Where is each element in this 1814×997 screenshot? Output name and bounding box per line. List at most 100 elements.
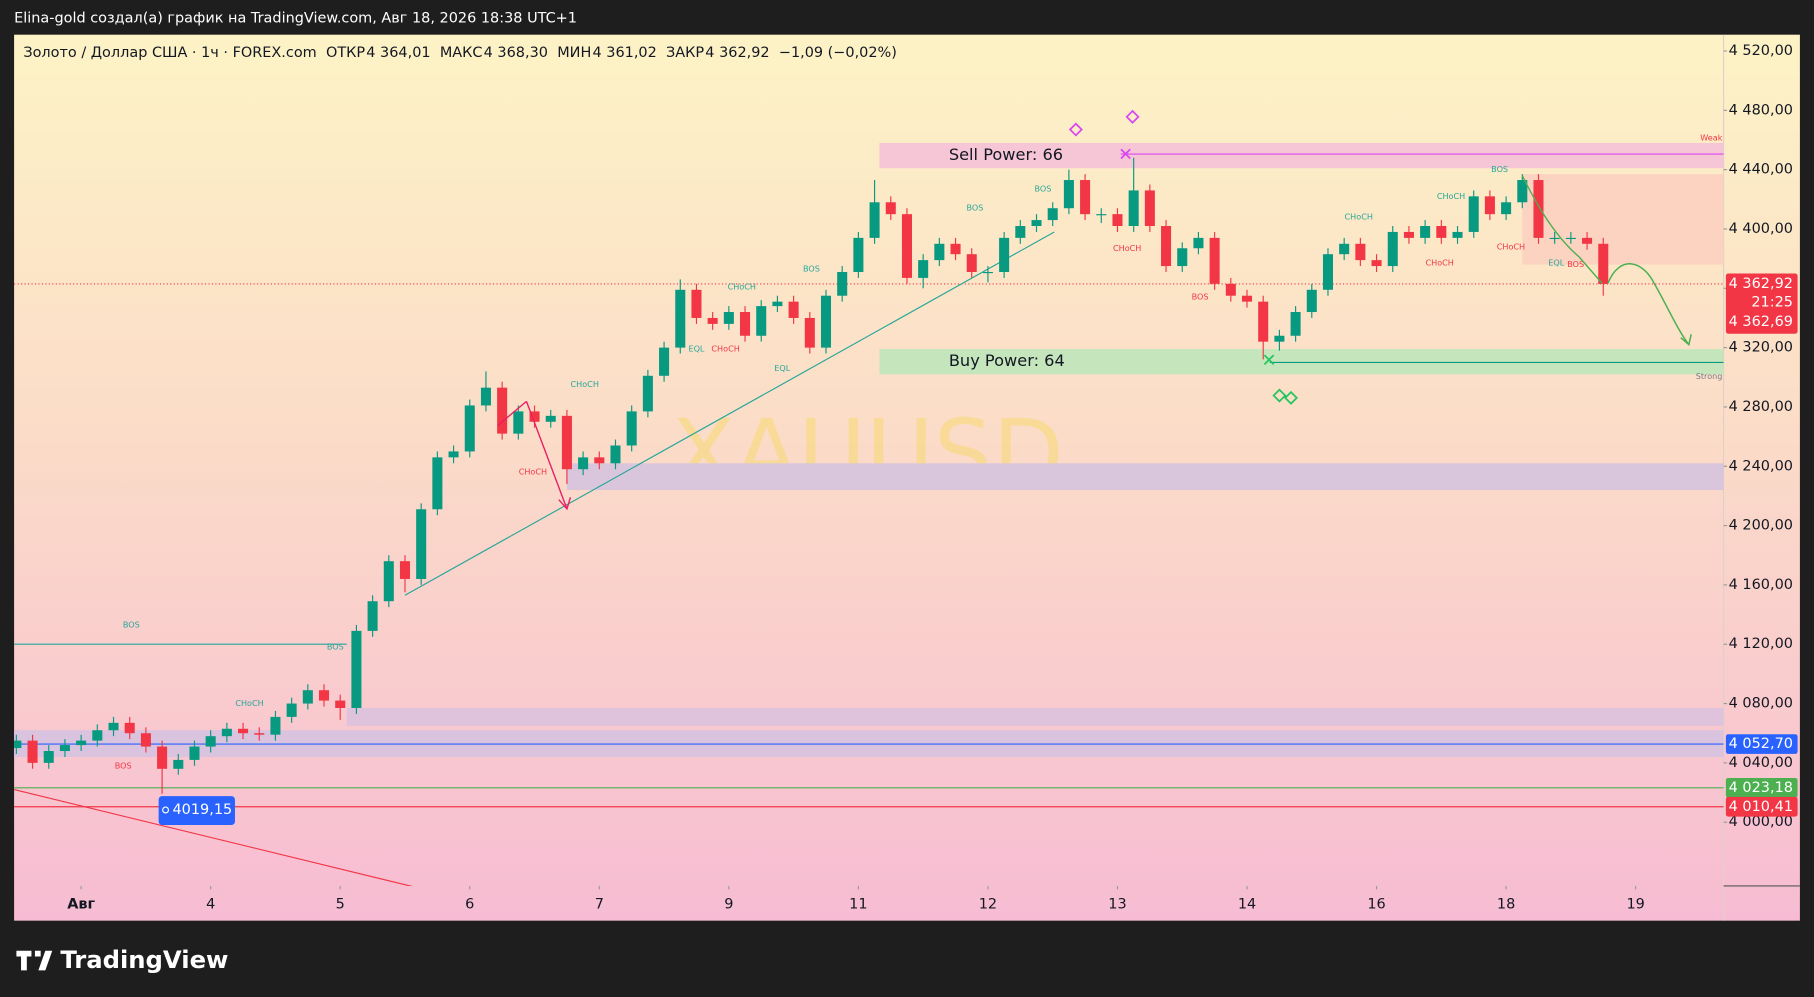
pullback-arrow (497, 400, 572, 511)
brand: TradingView (60, 945, 228, 974)
price-line-label: 4 023,18 (1729, 780, 1793, 796)
price-line-box (1725, 796, 1798, 817)
candle-body (982, 271, 993, 274)
structure-label: CHoCH (1345, 212, 1373, 222)
candle-body (1501, 202, 1512, 215)
candle-body (513, 411, 524, 434)
candle-body (1193, 237, 1204, 249)
current-price-box (1725, 273, 1798, 334)
candle-body (59, 745, 70, 752)
candle-body (1420, 226, 1431, 238)
candle-body (399, 561, 411, 579)
zone (879, 142, 1724, 169)
candle-body (1258, 301, 1269, 342)
structure-label: BOS (115, 760, 132, 770)
candle-body (1582, 237, 1593, 244)
candle-body (707, 317, 718, 324)
candle-body (1063, 180, 1074, 209)
x-tick-label: 18 (1497, 896, 1515, 912)
candle-body (448, 451, 459, 458)
current-price-label: 4 362,92 (1729, 276, 1793, 292)
structure-label: BOS (327, 642, 344, 652)
candle-body (853, 237, 864, 272)
zone (346, 708, 1724, 726)
candle-body (1306, 289, 1317, 313)
candle-body (642, 375, 653, 412)
candle-body (1322, 254, 1333, 290)
price-line-box (1725, 777, 1798, 798)
candle-body (740, 312, 751, 336)
structure-label: CHoCH (519, 467, 547, 477)
candle-body (480, 387, 491, 406)
forecast-arrow-head (1680, 334, 1692, 347)
candle-body (594, 457, 605, 464)
level-label: Weak (1700, 132, 1722, 142)
low-marker-dot (162, 806, 170, 814)
x-tick-label: 14 (1238, 896, 1256, 912)
zone-label: Sell Power: 66 (949, 145, 1063, 164)
structure-label: BOS (123, 619, 140, 629)
candle-body (610, 445, 621, 464)
candle-body (76, 740, 87, 746)
candle-body (1047, 208, 1058, 221)
candle-body (43, 751, 54, 763)
candle-body (1015, 226, 1026, 238)
price-line-label: 4 052,70 (1729, 736, 1793, 752)
x-tick-label: 12 (979, 896, 997, 912)
price-line-label: 4 010,41 (1729, 799, 1793, 815)
candle-body (1517, 180, 1528, 203)
candle-body (27, 740, 38, 763)
candle-body (1161, 226, 1172, 267)
candle-body (885, 202, 896, 215)
candle-body (1371, 260, 1382, 267)
zone (1522, 174, 1724, 265)
credit: Elina-gold создал(а) график на TradingVi… (14, 11, 577, 27)
countdown-label: 21:25 (1751, 294, 1793, 310)
candle-body (1565, 237, 1576, 240)
zone (879, 349, 1724, 375)
candle-body (561, 415, 572, 470)
candle-body (157, 746, 168, 769)
low-marker-box (158, 796, 235, 826)
candle-body (1387, 231, 1398, 267)
candle-body (173, 759, 184, 769)
buy-marker (1263, 354, 1275, 365)
y-tick-label: 4 240,00 (1729, 458, 1793, 474)
stat-value: 4 368,30 (484, 45, 548, 61)
candle-body (286, 703, 297, 717)
candle-body (966, 254, 977, 272)
overlay (497, 109, 1692, 511)
candle-body (1128, 190, 1139, 227)
structure-label: CHoCH (1437, 191, 1465, 201)
brand-logo: TradingView (16, 945, 228, 974)
structure-label: EQL (688, 344, 704, 354)
candle-body (837, 271, 848, 296)
y-tick-label: 4 040,00 (1729, 755, 1793, 771)
trendline (404, 231, 1055, 596)
y-tick-label: 4 080,00 (1729, 696, 1793, 712)
x-tick-label: 16 (1367, 896, 1385, 912)
structure-label: CHoCH (1113, 243, 1141, 253)
candle-body (950, 243, 961, 255)
zone (566, 463, 1724, 490)
y-tick-label: 4 200,00 (1729, 518, 1793, 534)
x-tick-label: 11 (849, 896, 867, 912)
chart-title: Золото / Доллар США · 1ч · FOREX.com (23, 45, 316, 61)
candle-body (464, 405, 475, 452)
candle-body (319, 690, 330, 701)
candle-body (1225, 283, 1236, 296)
y-tick-label: 4 440,00 (1729, 162, 1793, 178)
x-tick-label: 13 (1108, 896, 1126, 912)
bid-label: 4 362,69 (1729, 314, 1793, 330)
structure-label: CHoCH (1497, 241, 1525, 251)
logo-icon (16, 950, 53, 971)
candle-body (497, 387, 508, 434)
structure-label: BOS (1567, 259, 1584, 269)
x-tick-label: 7 (595, 896, 604, 912)
structure-label: CHoCH (1426, 258, 1454, 268)
candle-body (772, 301, 783, 307)
structure-label: EQL (774, 363, 790, 373)
candle-body (723, 312, 734, 324)
